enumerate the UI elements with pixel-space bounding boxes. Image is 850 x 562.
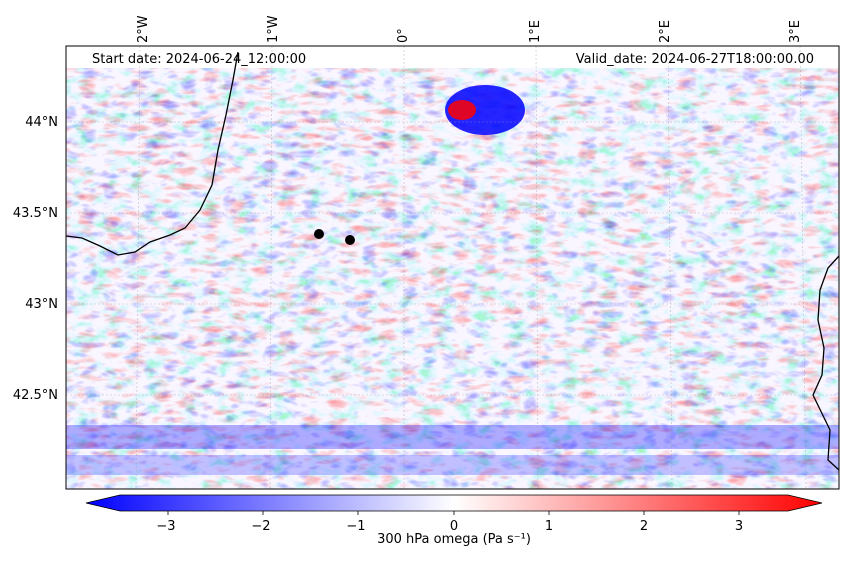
colorbar-tick-label: 2	[639, 519, 649, 534]
map-frame	[65, 45, 840, 490]
start-date-label: Start date: 2024-06-24_12:00:00	[92, 52, 307, 67]
strong-descent-feature	[448, 100, 476, 120]
location-marker	[314, 229, 324, 239]
lon-label: 3°E	[788, 20, 803, 43]
colorbar-ticks	[167, 511, 740, 515]
lon-label: 2°E	[658, 20, 673, 43]
colorbar-tick-label: −3	[156, 519, 176, 534]
gridlines	[66, 46, 839, 489]
colorbar	[85, 494, 823, 512]
colorbar-tick-label: 0	[449, 519, 459, 534]
colorbar-tick-label: −1	[346, 519, 366, 534]
lat-label: 43.5°N	[12, 206, 58, 221]
colorbar-label: 300 hPa omega (Pa s⁻¹)	[377, 532, 531, 547]
omega-field	[66, 46, 839, 489]
colorbar-tick-label: 1	[544, 519, 554, 534]
coastline-atlantic	[66, 51, 239, 256]
location-marker	[345, 235, 355, 245]
strong-ascent-feature	[445, 85, 525, 135]
lat-label: 44°N	[25, 115, 58, 130]
lon-label: 1°E	[528, 20, 543, 43]
lat-label: 42.5°N	[12, 388, 58, 403]
valid-date-label: Valid_date: 2024-06-27T18:00:00.00	[575, 52, 814, 67]
colorbar-tick-label: −2	[251, 519, 271, 534]
coastline-mediterranean	[812, 255, 839, 471]
lat-label: 43°N	[25, 297, 58, 312]
lon-label: 2°W	[136, 15, 151, 43]
lon-label: 0°	[396, 28, 411, 43]
colorbar-tick-label: 3	[734, 519, 744, 534]
lon-label: 1°W	[266, 15, 281, 43]
